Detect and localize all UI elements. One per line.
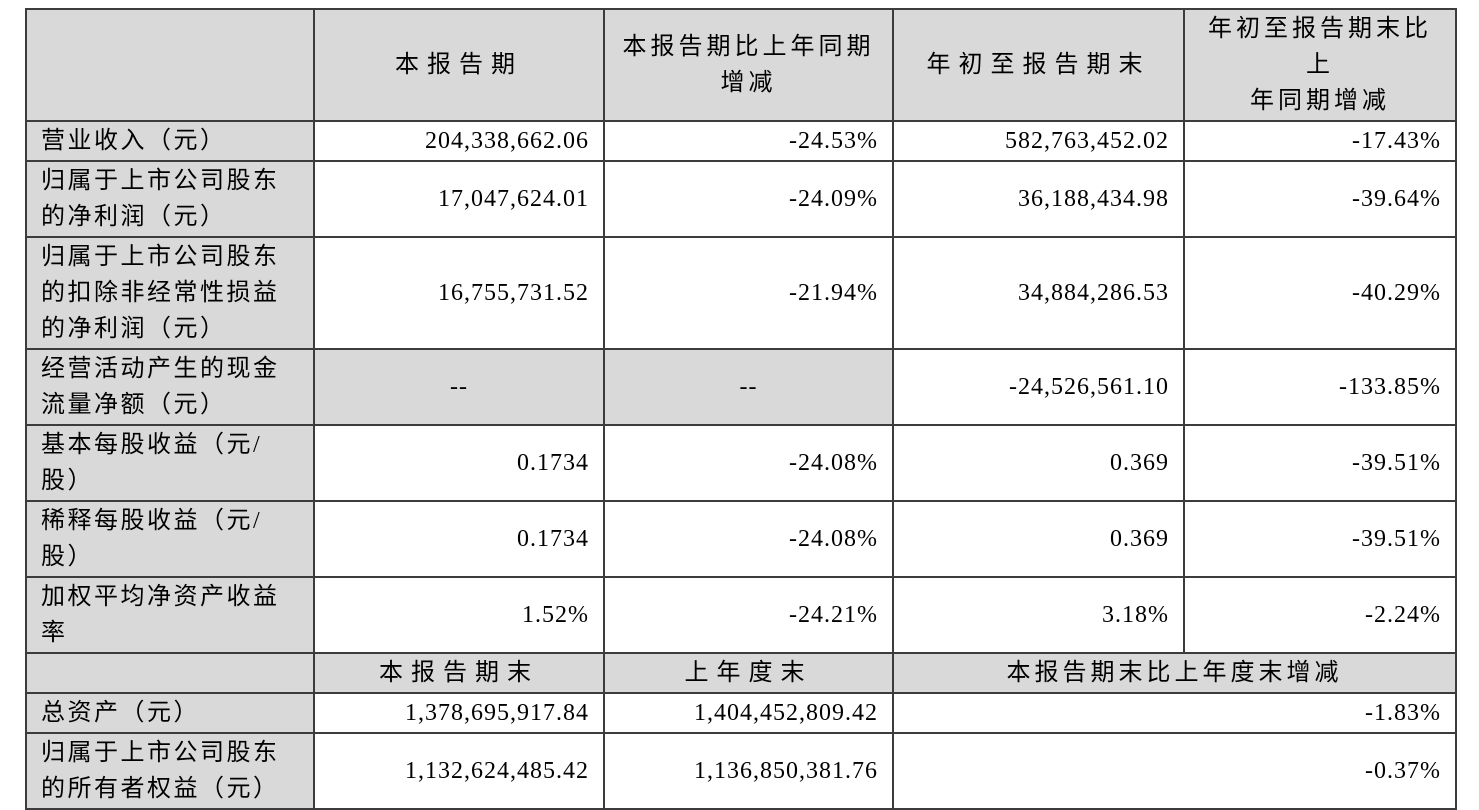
cell-ytd-change: -39.51% [1183, 500, 1457, 578]
cell-current-change: -24.08% [603, 424, 894, 502]
row-label: 加权平均净资产收益 率 [25, 576, 315, 654]
cell-current-change: -21.94% [603, 236, 894, 350]
row-label: 营业收入（元） [25, 120, 315, 162]
row-label: 基本每股收益（元/ 股） [25, 424, 315, 502]
header-ytd-change: 年初至报告期末比上 年同期增减 [1183, 8, 1457, 122]
cell-ytd: -24,526,561.10 [892, 348, 1185, 426]
cell-current: 0.1734 [313, 500, 605, 578]
row-label: 归属于上市公司股东 的所有者权益（元） [25, 732, 315, 810]
cell-current: 1.52% [313, 576, 605, 654]
cell-ytd: 34,884,286.53 [892, 236, 1185, 350]
header-current-period: 本报告期 [313, 8, 605, 122]
cell-prev-year-end: 1,136,850,381.76 [603, 732, 894, 810]
cell-ytd-change: -39.64% [1183, 160, 1457, 238]
cell-change: -0.37% [892, 732, 1457, 810]
row-weighted-avg-roe: 加权平均净资产收益 率 1.52% -24.21% 3.18% -2.24% [25, 576, 1457, 654]
cell-current: 16,755,731.52 [313, 236, 605, 350]
financial-summary-table: 本报告期 本报告期比上年同期 增减 年初至报告期末 年初至报告期末比上 年同期增… [25, 8, 1457, 810]
cell-current: 0.1734 [313, 424, 605, 502]
header-current-period-change: 本报告期比上年同期 增减 [603, 8, 894, 122]
cell-ytd: 36,188,434.98 [892, 160, 1185, 238]
subheader-period-end-vs-prev: 本报告期末比上年度末增减 [892, 652, 1457, 694]
subheader-prev-year-end: 上年度末 [603, 652, 894, 694]
row-label: 经营活动产生的现金 流量净额（元） [25, 348, 315, 426]
cell-ytd-change: -133.85% [1183, 348, 1457, 426]
cell-current-change: -24.08% [603, 500, 894, 578]
row-net-profit-excl-nonrecurring: 归属于上市公司股东 的扣除非经常性损益 的净利润（元） 16,755,731.5… [25, 236, 1457, 350]
cell-change: -1.83% [892, 692, 1457, 734]
cell-ytd: 0.369 [892, 424, 1185, 502]
row-operating-cash-flow: 经营活动产生的现金 流量净额（元） -- -- -24,526,561.10 -… [25, 348, 1457, 426]
subheader-period-end: 本报告期末 [313, 652, 605, 694]
row-basic-eps: 基本每股收益（元/ 股） 0.1734 -24.08% 0.369 -39.51… [25, 424, 1457, 502]
row-label: 稀释每股收益（元/ 股） [25, 500, 315, 578]
row-label: 总资产（元） [25, 692, 315, 734]
row-label: 归属于上市公司股东 的扣除非经常性损益 的净利润（元） [25, 236, 315, 350]
cell-current-change: -24.09% [603, 160, 894, 238]
cell-ytd-change: -40.29% [1183, 236, 1457, 350]
header-row: 本报告期 本报告期比上年同期 增减 年初至报告期末 年初至报告期末比上 年同期增… [25, 8, 1457, 122]
cell-prev-year-end: 1,404,452,809.42 [603, 692, 894, 734]
cell-ytd: 582,763,452.02 [892, 120, 1185, 162]
cell-period-end: 1,132,624,485.42 [313, 732, 605, 810]
cell-current-change-na: -- [603, 348, 894, 426]
header-ytd: 年初至报告期末 [892, 8, 1185, 122]
subheader-row: 本报告期末 上年度末 本报告期末比上年度末增减 [25, 652, 1457, 694]
cell-current: 17,047,624.01 [313, 160, 605, 238]
cell-current-change: -24.53% [603, 120, 894, 162]
row-net-profit: 归属于上市公司股东 的净利润（元） 17,047,624.01 -24.09% … [25, 160, 1457, 238]
cell-ytd: 3.18% [892, 576, 1185, 654]
cell-current-change: -24.21% [603, 576, 894, 654]
row-equity-attributable: 归属于上市公司股东 的所有者权益（元） 1,132,624,485.42 1,1… [25, 732, 1457, 810]
cell-ytd: 0.369 [892, 500, 1185, 578]
row-operating-revenue: 营业收入（元） 204,338,662.06 -24.53% 582,763,4… [25, 120, 1457, 162]
cell-current: 204,338,662.06 [313, 120, 605, 162]
subheader-corner-cell [25, 652, 315, 694]
cell-ytd-change: -2.24% [1183, 576, 1457, 654]
cell-ytd-change: -17.43% [1183, 120, 1457, 162]
row-total-assets: 总资产（元） 1,378,695,917.84 1,404,452,809.42… [25, 692, 1457, 734]
row-label: 归属于上市公司股东 的净利润（元） [25, 160, 315, 238]
row-diluted-eps: 稀释每股收益（元/ 股） 0.1734 -24.08% 0.369 -39.51… [25, 500, 1457, 578]
header-corner-cell [25, 8, 315, 122]
cell-period-end: 1,378,695,917.84 [313, 692, 605, 734]
cell-ytd-change: -39.51% [1183, 424, 1457, 502]
cell-current-na: -- [313, 348, 605, 426]
